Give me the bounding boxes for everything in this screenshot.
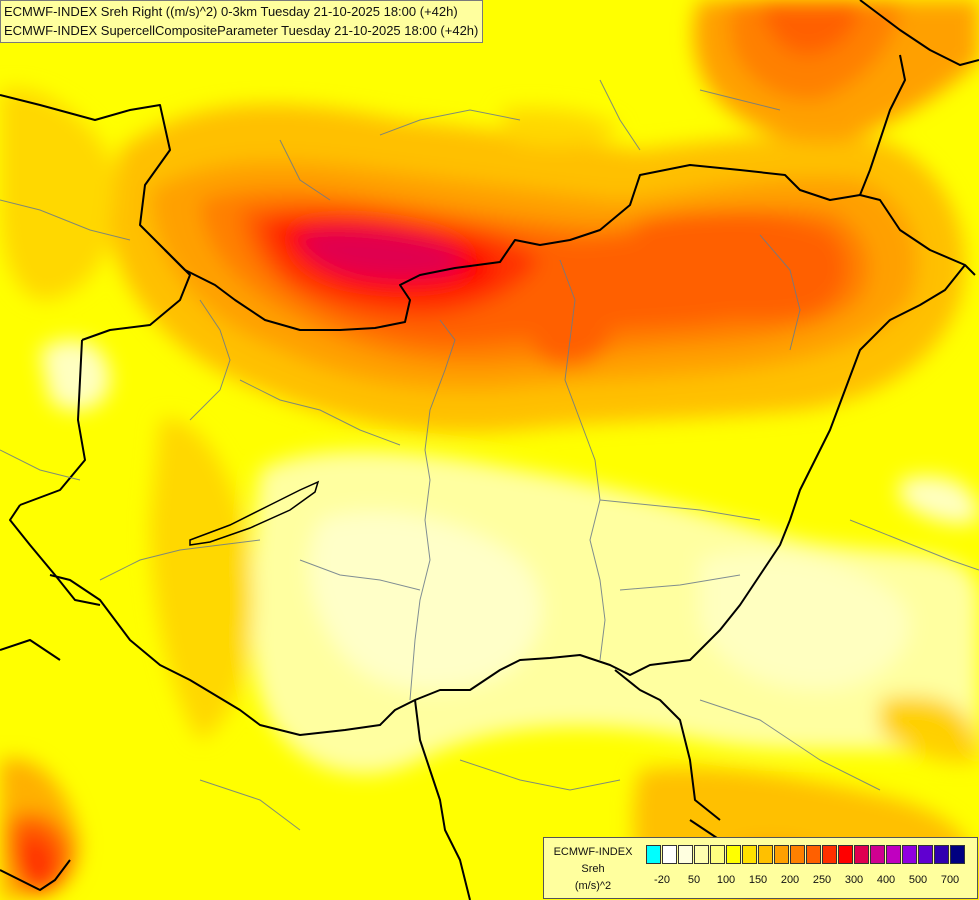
color-legend: ECMWF-INDEX Sreh (m/s)^2 -20 50 100 150 200 2… [543, 837, 978, 899]
legend-tick-label: 100 [716, 874, 736, 886]
legend-swatch [870, 845, 885, 864]
legend-tick-label: 300 [844, 874, 864, 886]
legend-unit: (m/s)^2 [574, 880, 612, 892]
legend-swatch [950, 845, 965, 864]
border-ne-2 [859, 54, 906, 196]
legend-swatch [822, 845, 837, 864]
legend-swatch [806, 845, 821, 864]
legend-parameter: Sreh [581, 863, 605, 875]
border-north [0, 94, 976, 331]
legend-swatch [694, 845, 709, 864]
legend-model: ECMWF-INDEX [553, 846, 633, 858]
legend-tick-label: 250 [812, 874, 832, 886]
legend-ticks: -20 50 100 150 200 250 300 400 500 700 [646, 874, 966, 890]
legend-swatches [646, 845, 966, 864]
legend-swatch [838, 845, 853, 864]
legend-swatch [710, 845, 725, 864]
legend-swatch [726, 845, 741, 864]
legend-tick-label: -20 [654, 874, 670, 886]
legend-swatch [918, 845, 933, 864]
legend-swatch [886, 845, 901, 864]
legend-tick-label: 400 [876, 874, 896, 886]
legend-swatch [774, 845, 789, 864]
border-west-3 [19, 339, 86, 506]
border-sw [0, 639, 61, 661]
legend-swatch [742, 845, 757, 864]
border-south-2 [614, 669, 721, 821]
legend-tick-label: 50 [687, 874, 701, 886]
legend-swatch [790, 845, 805, 864]
border-ne [859, 0, 979, 66]
legend-swatch [854, 845, 869, 864]
legend-swatch [678, 845, 693, 864]
legend-tick-label: 150 [748, 874, 768, 886]
legend-tick-label: 700 [940, 874, 960, 886]
legend-swatch [758, 845, 773, 864]
border-sw-2 [0, 859, 71, 891]
title-line-2: ECMWF-INDEX SupercellCompositeParameter … [4, 23, 479, 38]
map-title-box: ECMWF-INDEX Sreh Right ((m/s)^2) 0-3km T… [0, 0, 484, 43]
border-south-1 [414, 699, 471, 900]
border-east [49, 264, 966, 736]
legend-tick-label: 500 [908, 874, 928, 886]
legend-swatch [646, 845, 661, 864]
legend-swatch [934, 845, 949, 864]
border-west [9, 504, 101, 606]
lake-outline [189, 480, 320, 546]
legend-tick-label: 200 [780, 874, 800, 886]
legend-swatch [902, 845, 917, 864]
legend-swatch [662, 845, 677, 864]
border-west-2 [81, 249, 191, 341]
title-line-1: ECMWF-INDEX Sreh Right ((m/s)^2) 0-3km T… [4, 4, 458, 19]
